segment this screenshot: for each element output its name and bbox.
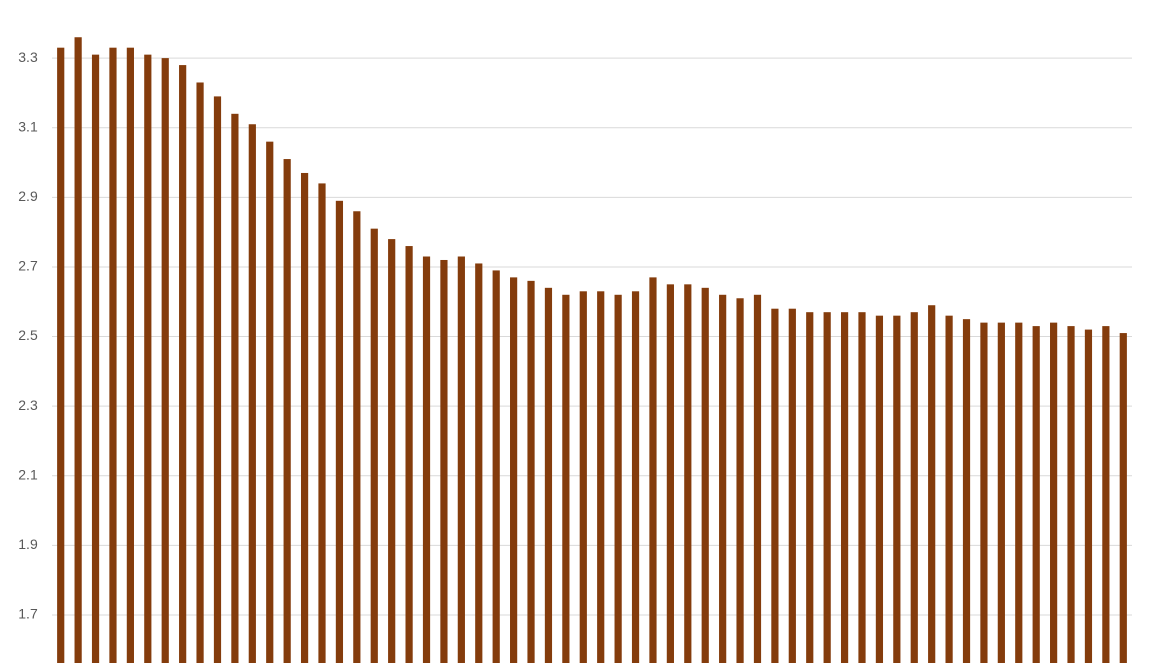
bar bbox=[753, 294, 762, 663]
bar bbox=[283, 159, 291, 663]
bar bbox=[666, 284, 674, 663]
bar bbox=[492, 270, 500, 663]
bar bbox=[144, 54, 152, 663]
bar bbox=[701, 287, 709, 663]
y-tick-label: 2.7 bbox=[18, 258, 38, 274]
bar bbox=[1119, 333, 1127, 663]
bar bbox=[388, 239, 396, 663]
bar bbox=[440, 259, 448, 663]
y-tick-label: 2.3 bbox=[18, 397, 38, 413]
bar bbox=[788, 308, 796, 663]
bar bbox=[858, 312, 866, 663]
y-tick-label: 2.1 bbox=[18, 466, 38, 482]
bar bbox=[771, 308, 779, 663]
bar bbox=[248, 124, 256, 663]
y-tick-label: 3.3 bbox=[18, 49, 38, 65]
bar bbox=[806, 312, 814, 663]
bar bbox=[266, 141, 274, 663]
bar bbox=[945, 315, 953, 663]
bar bbox=[405, 246, 413, 663]
bar bbox=[1067, 326, 1075, 663]
bar bbox=[997, 322, 1005, 663]
bar bbox=[910, 312, 918, 663]
y-tick-label: 1.7 bbox=[18, 606, 38, 622]
bar bbox=[1050, 322, 1058, 663]
bar bbox=[840, 312, 849, 663]
bar bbox=[719, 294, 727, 663]
y-tick-label: 2.5 bbox=[18, 327, 38, 343]
bar bbox=[597, 291, 605, 663]
bar bbox=[614, 294, 622, 663]
bar bbox=[527, 280, 535, 663]
bar bbox=[57, 47, 65, 663]
bar bbox=[980, 322, 988, 663]
bar bbox=[1032, 326, 1040, 663]
bar bbox=[893, 315, 901, 663]
bar bbox=[213, 96, 222, 663]
bar bbox=[161, 58, 169, 663]
bar bbox=[510, 277, 518, 663]
bar bbox=[109, 47, 117, 663]
bar bbox=[544, 287, 553, 663]
y-tick-label: 1.9 bbox=[18, 536, 38, 552]
bar bbox=[231, 113, 239, 663]
bar bbox=[875, 315, 884, 663]
bar bbox=[300, 172, 309, 663]
bar bbox=[562, 294, 570, 663]
bar bbox=[353, 211, 361, 663]
y-tick-label: 3.1 bbox=[18, 118, 38, 134]
bar bbox=[823, 312, 831, 663]
bar bbox=[649, 277, 657, 663]
bar bbox=[335, 200, 344, 663]
bar bbox=[1102, 326, 1110, 663]
y-tick-label: 2.9 bbox=[18, 188, 38, 204]
bar bbox=[91, 54, 100, 663]
bar bbox=[684, 284, 692, 663]
bar bbox=[579, 291, 587, 663]
bar bbox=[475, 263, 483, 663]
bar bbox=[126, 47, 134, 663]
bar bbox=[196, 82, 204, 663]
bar bbox=[74, 37, 82, 663]
bar bbox=[962, 319, 971, 663]
bar bbox=[318, 183, 326, 663]
bar bbox=[457, 256, 465, 663]
bar bbox=[928, 305, 936, 663]
bar bbox=[179, 65, 187, 663]
bar bbox=[631, 291, 640, 663]
bar bbox=[1015, 322, 1023, 663]
bar bbox=[736, 298, 744, 663]
bar bbox=[370, 228, 378, 663]
bar bbox=[422, 256, 431, 663]
bar bbox=[1084, 329, 1093, 663]
